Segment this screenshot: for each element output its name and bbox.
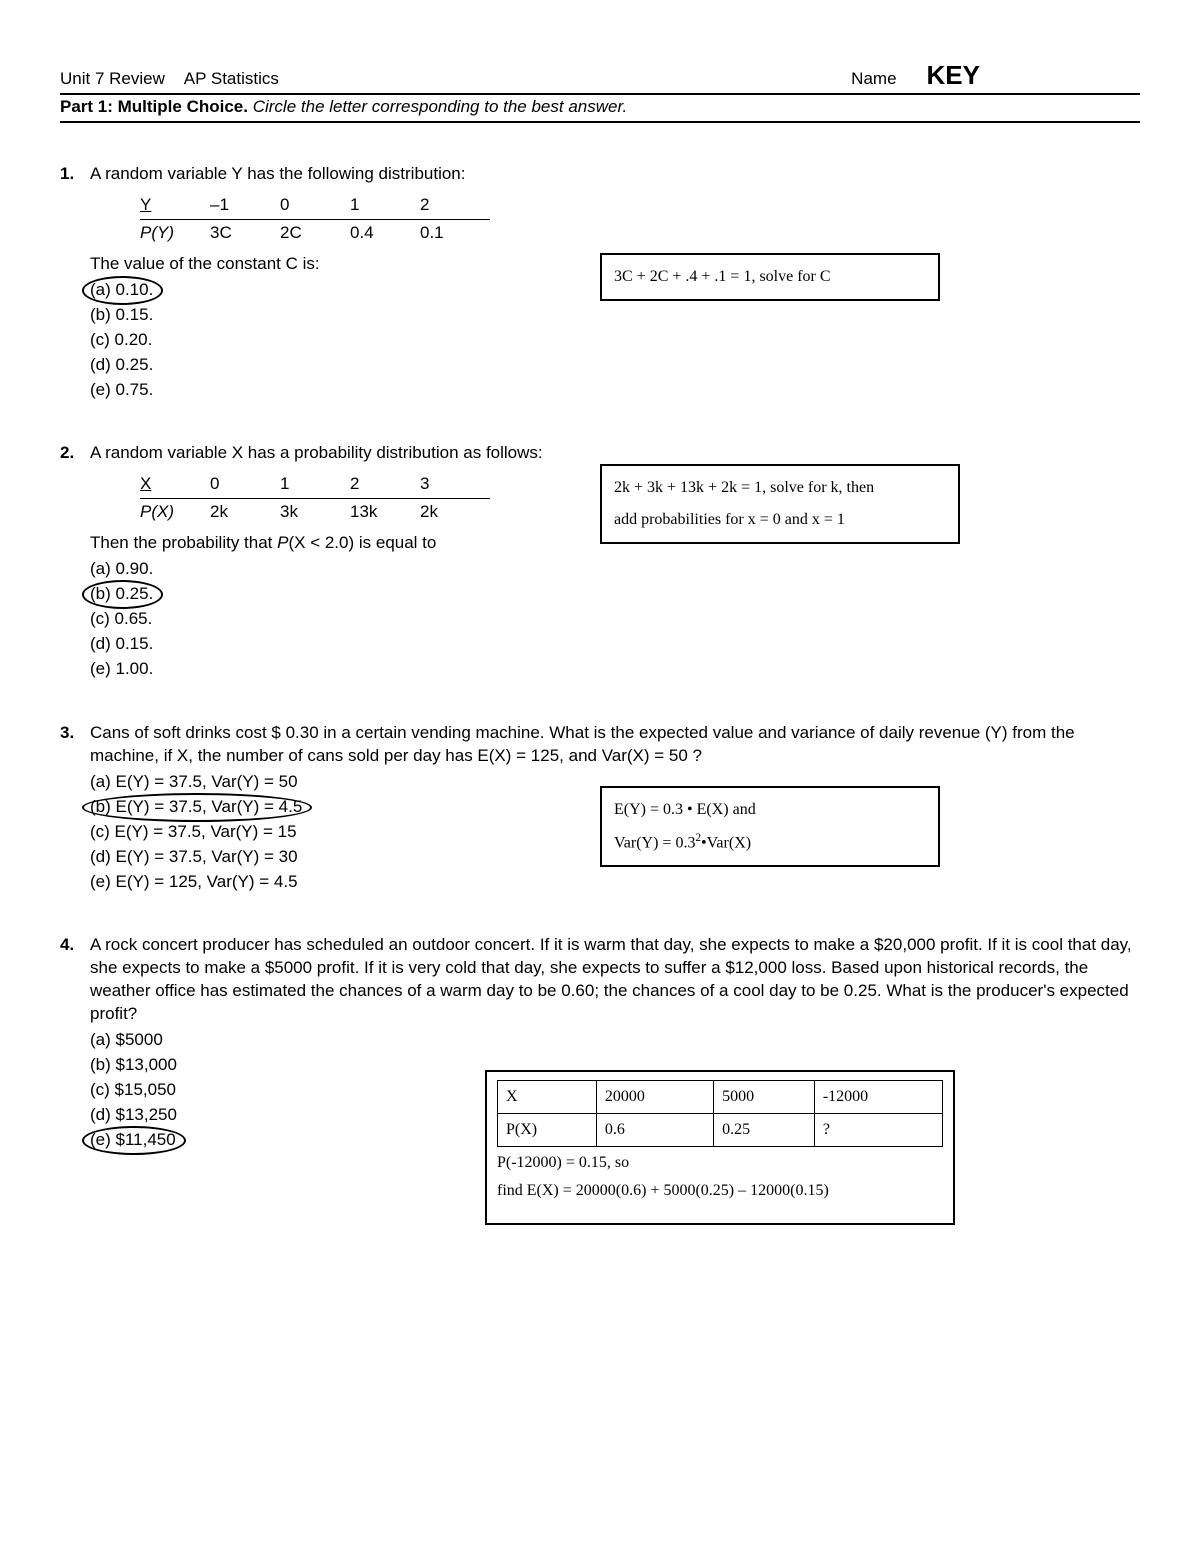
q2-sub-ital: P [277,533,288,552]
q2-tr-1: 2k [210,499,280,526]
q1-distribution-table: Y –1 0 1 2 P(Y) 3C 2C 0.4 0.1 [140,192,490,247]
page-header: Unit 7 Review AP Statistics Name KEY [60,60,1140,95]
q2-options: (a) 0.90. (b) 0.25. (c) 0.65. (d) 0.15. … [90,557,1140,682]
header-course: AP Statistics [184,69,279,88]
question-body: A random variable Y has the following di… [90,163,1140,402]
q2-opt-a: (a) 0.90. [90,557,1140,582]
q3-h2-post: •Var(X) [701,834,751,851]
q1-hint-box: 3C + 2C + .4 + .1 = 1, solve for C [600,253,940,301]
question-number: 4. [60,934,90,1152]
q1-tr-2: 2C [280,219,350,246]
question-body: A random variable X has a probability di… [90,442,1140,681]
q2-opt-c: (c) 0.65. [90,607,1140,632]
q1-tr-1: 3C [210,219,280,246]
q1-opt-d: (d) 0.25. [90,353,1140,378]
q4-t-r2c2: 0.6 [596,1114,713,1147]
q2-hint-line2: add probabilities for x = 0 and x = 1 [614,508,946,532]
q1-opt-c: (c) 0.20. [90,328,1140,353]
q4-t-r1c3: 5000 [714,1081,815,1114]
q3-h2-pre: Var(Y) = 0.3 [614,834,695,851]
q1-hint: 3C + 2C + .4 + .1 = 1, solve for C [614,265,926,289]
header-unit-course: Unit 7 Review AP Statistics [60,69,851,89]
q2-sub-post: (X < 2.0) is equal to [288,533,436,552]
q2-hint-line1: 2k + 3k + 13k + 2k = 1, solve for k, the… [614,476,946,500]
question-2: 2. A random variable X has a probability… [60,442,1140,681]
q2-opt-b: (b) 0.25. [90,583,153,606]
q4-hint-line1: P(-12000) = 0.15, so [497,1151,943,1175]
question-1: 1. A random variable Y has the following… [60,163,1140,402]
part-label: Part 1: Multiple Choice. [60,97,248,116]
q1-th-4: 2 [420,192,490,219]
q3-opt-e: (e) E(Y) = 125, Var(Y) = 4.5 [90,870,1140,895]
q1-opt-b: (b) 0.15. [90,303,1140,328]
q2-distribution-table: X 0 1 2 3 P(X) 2k 3k 13k 2k [140,471,490,526]
q3-hint-line2: Var(Y) = 0.32•Var(X) [614,830,926,855]
header-name-label: Name [851,69,896,89]
q1-opt-a: (a) 0.10. [90,279,153,302]
question-4: 4. A rock concert producer has scheduled… [60,934,1140,1152]
q1-tr-4: 0.1 [420,219,490,246]
q2-tr-0: P(X) [140,502,174,521]
q4-hint-box: X 20000 5000 -12000 P(X) 0.6 0.25 ? P(-1… [485,1070,955,1225]
q4-table: X 20000 5000 -12000 P(X) 0.6 0.25 ? [497,1080,943,1147]
q4-opt-a: (a) $5000 [90,1028,1140,1053]
q2-th-3: 2 [350,471,420,498]
q2-tr-4: 2k [420,499,490,526]
q2-tr-2: 3k [280,499,350,526]
question-3: 3. Cans of soft drinks cost $ 0.30 in a … [60,722,1140,895]
q1-tr-0: P(Y) [140,223,174,242]
q2-th-0: X [140,474,151,493]
q4-prompt: A rock concert producer has scheduled an… [90,934,1140,1026]
q4-opt-e: (e) $11,450 [90,1129,176,1152]
q4-t-r1c4: -12000 [814,1081,942,1114]
q2-prompt: A random variable X has a probability di… [90,442,1140,465]
q4-t-r2c4: ? [814,1114,942,1147]
q1-th-1: –1 [210,192,280,219]
question-body: A rock concert producer has scheduled an… [90,934,1140,1152]
question-number: 2. [60,442,90,681]
part-instructions: Circle the letter corresponding to the b… [253,97,628,116]
q1-th-2: 0 [280,192,350,219]
q2-tr-3: 13k [350,499,420,526]
header-key: KEY [927,60,980,91]
q4-t-r2c1: P(X) [498,1114,597,1147]
q1-th-3: 1 [350,192,420,219]
q4-hint-line2: find E(X) = 20000(0.6) + 5000(0.25) – 12… [497,1179,943,1203]
q4-t-r1c1: X [498,1081,597,1114]
q2-th-1: 0 [210,471,280,498]
q3-opt-b: (b) E(Y) = 37.5, Var(Y) = 4.5 [90,796,302,819]
q1-tr-3: 0.4 [350,219,420,246]
q3-hint-box: E(Y) = 0.3 • E(X) and Var(Y) = 0.32•Var(… [600,786,940,867]
question-body: Cans of soft drinks cost $ 0.30 in a cer… [90,722,1140,895]
q2-hint-box: 2k + 3k + 13k + 2k = 1, solve for k, the… [600,464,960,544]
q3-prompt: Cans of soft drinks cost $ 0.30 in a cer… [90,722,1140,768]
part-header: Part 1: Multiple Choice. Circle the lett… [60,95,1140,123]
q1-opt-e: (e) 0.75. [90,378,1140,403]
q2-th-2: 1 [280,471,350,498]
q2-opt-e: (e) 1.00. [90,657,1140,682]
header-unit: Unit 7 Review [60,69,165,88]
q2-sub-pre: Then the probability that [90,533,277,552]
q1-th-0: Y [140,195,151,214]
question-number: 1. [60,163,90,402]
q4-t-r2c3: 0.25 [714,1114,815,1147]
q4-t-r1c2: 20000 [596,1081,713,1114]
q1-prompt: A random variable Y has the following di… [90,163,1140,186]
q2-th-4: 3 [420,471,490,498]
q3-hint-line1: E(Y) = 0.3 • E(X) and [614,798,926,822]
q2-opt-d: (d) 0.15. [90,632,1140,657]
